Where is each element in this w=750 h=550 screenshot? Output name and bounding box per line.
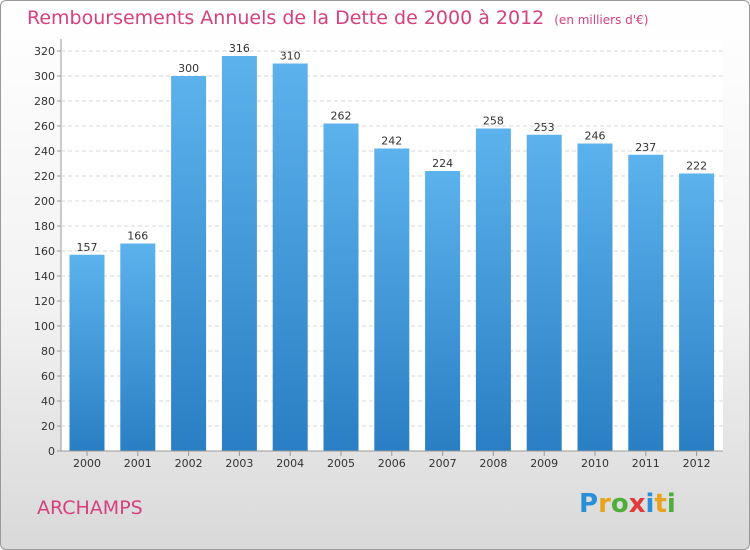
x-tick-label: 2010 bbox=[581, 457, 609, 470]
bar-2010 bbox=[577, 143, 613, 451]
bar-value-label: 222 bbox=[686, 160, 707, 173]
logo-letter: t bbox=[654, 489, 667, 519]
bar-value-label: 237 bbox=[635, 141, 656, 154]
x-tick-label: 2004 bbox=[276, 457, 304, 470]
bars: 157 166 300 316 310 262 242 224 258 253 246 237 222 bbox=[69, 42, 715, 451]
y-tick-label: 240 bbox=[34, 145, 55, 158]
bar-2012 bbox=[679, 173, 715, 451]
y-tick-label: 180 bbox=[34, 220, 55, 233]
bar-value-label: 262 bbox=[331, 110, 352, 123]
bar-value-label: 157 bbox=[77, 241, 98, 254]
y-tick-label: 120 bbox=[34, 295, 55, 308]
logo-letter: r bbox=[598, 489, 611, 519]
bar-value-label: 224 bbox=[432, 157, 453, 170]
bar-2001 bbox=[120, 243, 156, 451]
bar-value-label: 166 bbox=[127, 230, 148, 243]
logo-letter: i bbox=[645, 489, 655, 519]
bar-value-label: 246 bbox=[585, 130, 606, 143]
bar-2005 bbox=[323, 123, 359, 451]
y-tick-label: 80 bbox=[41, 345, 55, 358]
proxiti-logo: Proxiti bbox=[579, 489, 676, 519]
y-tick-label: 20 bbox=[41, 420, 55, 433]
bar-value-label: 242 bbox=[381, 135, 402, 148]
bar-2009 bbox=[526, 134, 562, 451]
x-tick-label: 2006 bbox=[378, 457, 406, 470]
bar-2000 bbox=[69, 254, 105, 451]
y-tick-label: 220 bbox=[34, 170, 55, 183]
logo-letter: P bbox=[579, 489, 599, 519]
y-tick-label: 100 bbox=[34, 320, 55, 333]
bar-2008 bbox=[475, 128, 511, 451]
x-tick-label: 2003 bbox=[225, 457, 253, 470]
bar-2007 bbox=[425, 171, 461, 451]
bar-2011 bbox=[628, 154, 664, 451]
logo-letter: x bbox=[628, 489, 646, 519]
x-tick-label: 2007 bbox=[429, 457, 457, 470]
bar-value-label: 253 bbox=[534, 121, 555, 134]
y-tick-label: 140 bbox=[34, 270, 55, 283]
bar-value-label: 310 bbox=[280, 50, 301, 63]
bar-2006 bbox=[374, 148, 410, 451]
commune-name: ARCHAMPS bbox=[37, 497, 143, 519]
y-tick-label: 280 bbox=[34, 95, 55, 108]
y-tick-label: 0 bbox=[48, 445, 55, 458]
y-tick-label: 300 bbox=[34, 70, 55, 83]
x-tick-label: 2000 bbox=[73, 457, 101, 470]
x-tick-label: 2009 bbox=[530, 457, 558, 470]
chart-title-block: Remboursements Annuels de la Dette de 20… bbox=[27, 7, 648, 29]
bar-value-label: 316 bbox=[229, 42, 250, 55]
x-tick-label: 2005 bbox=[327, 457, 355, 470]
y-tick-label: 160 bbox=[34, 245, 55, 258]
x-tick-label: 2011 bbox=[632, 457, 660, 470]
y-tick-label: 260 bbox=[34, 120, 55, 133]
bar-2004 bbox=[272, 63, 308, 451]
logo-letter: o bbox=[610, 489, 629, 519]
bar-value-label: 258 bbox=[483, 115, 504, 128]
y-axis: 0 20 40 60 80 100 120 140 160 180 200 220 240 260 280 3… bbox=[34, 45, 61, 458]
y-tick-label: 320 bbox=[34, 45, 55, 58]
x-tick-label: 2012 bbox=[683, 457, 711, 470]
unit-note: (en milliers d'€) bbox=[554, 13, 649, 27]
chart-title: Remboursements Annuels de la Dette de 20… bbox=[27, 7, 545, 29]
y-tick-label: 200 bbox=[34, 195, 55, 208]
x-tick-label: 2002 bbox=[175, 457, 203, 470]
y-tick-label: 60 bbox=[41, 370, 55, 383]
logo-letter: i bbox=[666, 489, 676, 519]
bar-value-label: 300 bbox=[178, 62, 199, 75]
bar-2003 bbox=[221, 56, 257, 451]
y-tick-label: 40 bbox=[41, 395, 55, 408]
bar-2002 bbox=[171, 76, 207, 451]
x-tick-label: 2001 bbox=[124, 457, 152, 470]
x-tick-label: 2008 bbox=[479, 457, 507, 470]
x-axis: 2000 2001 2002 2003 2004 2005 2006 2007 2008 2009… bbox=[61, 450, 723, 470]
